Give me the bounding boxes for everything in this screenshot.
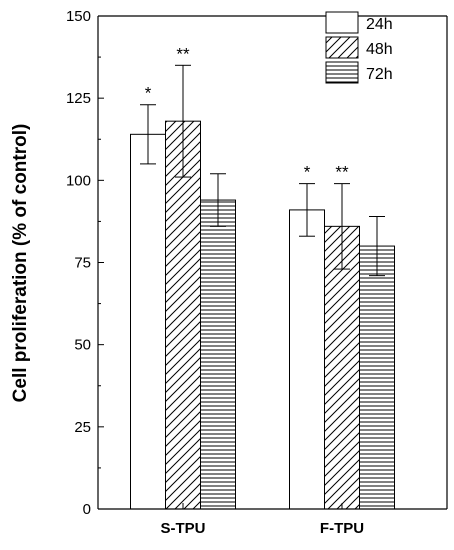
y-tick-label: 100 — [66, 172, 91, 189]
bar-s-tpu-48h — [165, 120, 201, 510]
legend-label-72h: 72h — [366, 66, 393, 83]
y-axis-title: Cell proliferation (% of control) — [10, 124, 31, 403]
bar-f-tpu-24h — [289, 209, 325, 510]
significance-mark: ** — [335, 163, 349, 182]
plot-area: **** ** — [130, 44, 395, 510]
legend: 24h 48h 72h — [325, 11, 393, 84]
y-tick-label: 25 — [74, 419, 91, 436]
legend-swatch-72h — [325, 61, 359, 84]
significance-mark: * — [145, 84, 152, 103]
y-tick-label: 125 — [66, 90, 91, 107]
bar-f-tpu-48h — [324, 225, 360, 510]
bar-s-tpu-72h — [200, 199, 236, 510]
x-tick-label-f-tpu: F-TPU — [320, 520, 364, 537]
legend-swatch-24h — [325, 11, 359, 34]
legend-label-24h: 24h — [366, 16, 393, 33]
legend-label-48h: 48h — [366, 41, 393, 58]
bar-f-tpu-72h — [359, 245, 395, 510]
legend-swatch-48h — [325, 36, 359, 59]
significance-mark: * — [304, 163, 311, 182]
y-tick-label: 50 — [74, 337, 91, 354]
significance-mark: ** — [176, 44, 190, 63]
y-tick-label: 0 — [83, 501, 91, 518]
bar-s-tpu-24h — [130, 133, 166, 510]
y-tick-label: 75 — [74, 255, 91, 272]
axes: 0 25 50 75 100 125 150 S-TPU F-TPU — [66, 8, 448, 537]
x-tick-label-s-tpu: S-TPU — [161, 520, 206, 537]
y-tick-label: 150 — [66, 8, 91, 25]
